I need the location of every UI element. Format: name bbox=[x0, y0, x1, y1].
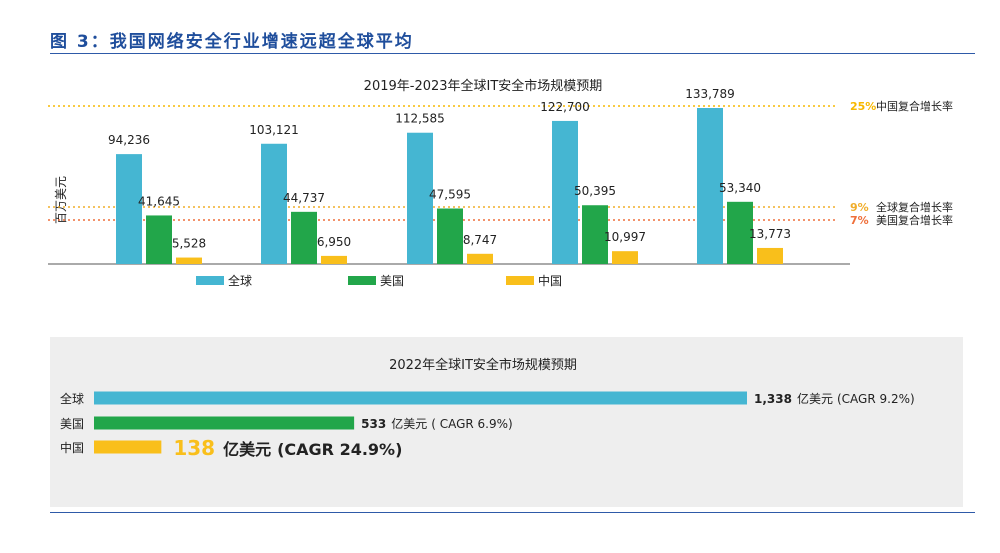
hbar-value-2: 138 bbox=[173, 436, 215, 460]
heading-rule bbox=[50, 53, 975, 54]
data-label-0-3: 122,700 bbox=[540, 100, 590, 114]
hbar-value-1: 533 bbox=[361, 417, 386, 431]
hbar-value-group-2: 138 亿美元 (CAGR 24.9%) bbox=[173, 436, 402, 460]
hbar-value-group-0: 1,338 亿美元 (CAGR 9.2%) bbox=[754, 391, 915, 406]
bottom-category-0: 全球 bbox=[60, 391, 84, 406]
hbar-1 bbox=[94, 416, 355, 430]
hbar-0 bbox=[94, 391, 747, 405]
reference-label-0: 中国复合增长率 bbox=[876, 99, 953, 113]
reference-pct-1: 9% bbox=[850, 201, 869, 214]
data-label-2-0: 5,528 bbox=[172, 237, 206, 251]
data-label-1-2: 47,595 bbox=[429, 188, 471, 202]
hbar-2 bbox=[94, 440, 162, 454]
hbar-value-group-1: 533 亿美元 ( CAGR 6.9%) bbox=[361, 416, 513, 431]
chart-title: 2019年-2023年全球IT安全市场规模预期 bbox=[364, 78, 603, 94]
bar-1-1 bbox=[291, 211, 317, 264]
bottom-category-2: 中国 bbox=[60, 440, 84, 455]
legend-swatch-0 bbox=[196, 276, 224, 285]
hbar-cagr-1: ( CAGR 6.9%) bbox=[431, 417, 513, 431]
legend-label-2: 中国 bbox=[538, 273, 562, 288]
hbar-unit-2: 亿美元 bbox=[223, 440, 271, 459]
bar-2-0 bbox=[176, 257, 202, 264]
bar-0-0 bbox=[116, 154, 142, 264]
bar-2-4 bbox=[757, 247, 783, 264]
bar-2-3 bbox=[612, 251, 638, 264]
hbar-value-0: 1,338 bbox=[754, 392, 792, 406]
bar-1-2 bbox=[437, 208, 463, 264]
legend-swatch-1 bbox=[348, 276, 376, 285]
data-label-2-1: 6,950 bbox=[317, 235, 351, 249]
data-label-0-2: 112,585 bbox=[395, 112, 445, 126]
data-label-2-4: 13,773 bbox=[749, 227, 791, 241]
bottom-chart-title: 2022年全球IT安全市场规模预期 bbox=[389, 357, 577, 373]
bar-0-3 bbox=[552, 120, 578, 265]
bar-0-2 bbox=[407, 132, 433, 264]
bar-0-1 bbox=[261, 143, 287, 264]
y-axis-label: 百万美元 bbox=[54, 176, 68, 224]
bar-1-4 bbox=[727, 201, 753, 264]
data-label-1-1: 44,737 bbox=[283, 191, 325, 205]
figure-heading: 图 3：我国网络安全行业增速远超全球平均 bbox=[50, 32, 414, 52]
hbar-unit-0: 亿美元 bbox=[797, 391, 833, 406]
data-label-0-1: 103,121 bbox=[249, 123, 299, 137]
data-label-0-4: 133,789 bbox=[685, 87, 735, 101]
hbar-unit-1: 亿美元 bbox=[391, 416, 427, 431]
data-label-2-2: 8,747 bbox=[463, 233, 497, 247]
data-label-1-4: 53,340 bbox=[719, 181, 761, 195]
legend-label-0: 全球 bbox=[228, 273, 252, 288]
legend-swatch-2 bbox=[506, 276, 534, 285]
reference-pct-2: 7% bbox=[850, 214, 869, 227]
reference-pct-0: 25% bbox=[850, 100, 876, 113]
data-label-0-0: 94,236 bbox=[108, 133, 150, 147]
bottom-rule bbox=[50, 512, 975, 513]
bar-1-3 bbox=[582, 205, 608, 264]
reference-label-2: 美国复合增长率 bbox=[876, 213, 953, 227]
bar-1-0 bbox=[146, 215, 172, 264]
data-label-1-0: 41,645 bbox=[138, 194, 180, 208]
hbar-cagr-0: (CAGR 9.2%) bbox=[837, 392, 915, 406]
bar-2-1 bbox=[321, 255, 347, 264]
legend-label-1: 美国 bbox=[380, 274, 404, 288]
hbar-cagr-2: (CAGR 24.9%) bbox=[277, 440, 402, 459]
bar-2-2 bbox=[467, 253, 493, 264]
bar-0-4 bbox=[697, 108, 723, 264]
data-label-2-3: 10,997 bbox=[604, 230, 646, 244]
reference-label-1: 全球复合增长率 bbox=[876, 200, 953, 214]
bottom-category-1: 美国 bbox=[60, 417, 84, 431]
data-label-1-3: 50,395 bbox=[574, 184, 616, 198]
